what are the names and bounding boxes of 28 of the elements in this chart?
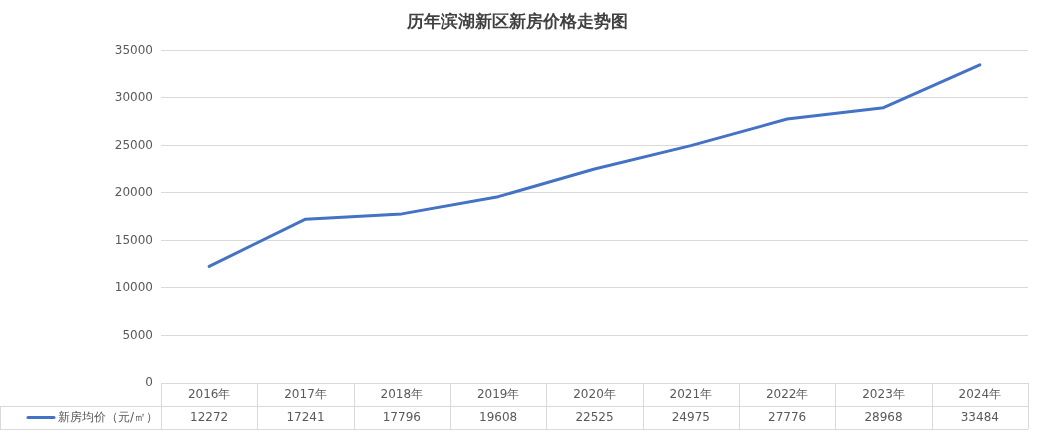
y-tick-label: 20000 [114, 185, 153, 200]
data-label: 24975 [671, 409, 710, 424]
y-tick-label: 10000 [114, 280, 153, 295]
data-label: 17241 [286, 409, 325, 424]
y-tick-label: 30000 [114, 90, 153, 105]
x-tick-label: 2023年 [862, 386, 905, 401]
x-tick-label: 2019年 [476, 386, 520, 401]
x-tick-label: 2024年 [958, 386, 1002, 401]
data-label: 33484 [960, 409, 999, 424]
data-label: 19608 [479, 409, 518, 424]
data-label: 17796 [382, 409, 421, 424]
x-tick-label: 2017年 [284, 386, 327, 401]
x-tick-label: 2021年 [669, 386, 713, 401]
x-tick-label: 2018年 [380, 386, 424, 401]
chart-title: 历年滨湖新区新房价格走势图 [405, 10, 628, 31]
x-tick-label: 2022年 [765, 386, 809, 401]
data-label: 28968 [864, 409, 903, 424]
y-tick-label: 0 [145, 375, 153, 390]
data-label: 27776 [768, 409, 807, 424]
legend-label: 新房均价（元/㎡） [58, 409, 159, 424]
y-tick-label: 15000 [114, 232, 153, 247]
x-tick-label: 2016年 [187, 386, 231, 401]
data-label: 12272 [190, 409, 229, 424]
data-label: 22525 [575, 409, 614, 424]
x-tick-label: 2020年 [573, 386, 616, 401]
y-tick-label: 35000 [114, 42, 153, 57]
y-tick-label: 25000 [114, 137, 153, 152]
y-tick-label: 5000 [122, 327, 153, 342]
